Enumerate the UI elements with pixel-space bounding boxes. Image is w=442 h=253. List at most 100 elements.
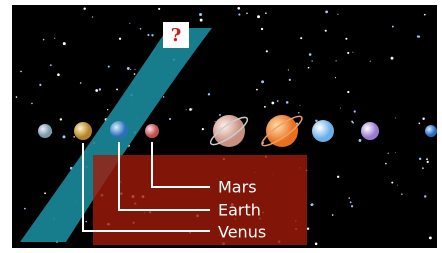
- star: [332, 214, 334, 216]
- star: [202, 128, 204, 130]
- star: [50, 64, 52, 66]
- star: [246, 12, 248, 14]
- star: [129, 23, 130, 24]
- star: [199, 13, 202, 16]
- star: [325, 11, 328, 14]
- jupiter: [213, 115, 245, 147]
- star: [151, 34, 153, 36]
- star: [340, 108, 341, 109]
- star: [99, 88, 101, 90]
- pluto: [425, 125, 437, 137]
- star: [134, 73, 136, 75]
- star: [158, 8, 160, 10]
- star: [208, 93, 210, 95]
- star: [57, 73, 60, 76]
- star: [351, 205, 353, 207]
- star: [288, 69, 289, 70]
- star: [215, 121, 216, 122]
- star: [325, 30, 327, 32]
- star: [419, 158, 421, 160]
- star: [16, 96, 18, 98]
- star: [257, 15, 260, 18]
- star: [116, 88, 118, 90]
- star: [271, 102, 274, 105]
- star: [336, 60, 337, 61]
- star: [311, 60, 312, 61]
- star: [63, 42, 66, 45]
- star: [391, 182, 393, 184]
- neptune: [361, 122, 379, 140]
- star: [119, 38, 121, 40]
- star: [256, 89, 258, 91]
- star: [189, 108, 192, 111]
- star: [427, 161, 429, 163]
- star: [397, 185, 398, 186]
- star: [264, 106, 266, 108]
- mars: [145, 124, 159, 138]
- star: [424, 195, 426, 197]
- label: Mars: [218, 178, 257, 197]
- star: [127, 67, 130, 70]
- star: [354, 110, 356, 112]
- star: [163, 96, 164, 97]
- star: [422, 167, 424, 169]
- star: [352, 122, 354, 124]
- star: [92, 16, 93, 17]
- star: [277, 100, 279, 102]
- star: [83, 7, 85, 9]
- mercury: [38, 124, 52, 138]
- star: [370, 61, 371, 62]
- star: [192, 109, 193, 110]
- star: [54, 38, 55, 39]
- star: [352, 52, 353, 53]
- star: [130, 69, 131, 70]
- star: [261, 80, 264, 83]
- page: Mars Earth Venus ? (() => { const data =…: [0, 0, 442, 253]
- star: [73, 136, 74, 137]
- star: [337, 176, 339, 178]
- star: [392, 26, 394, 28]
- star: [429, 236, 432, 239]
- star: [20, 71, 21, 72]
- star: [307, 227, 309, 229]
- star: [391, 57, 394, 60]
- star: [401, 193, 403, 195]
- star: [147, 34, 149, 36]
- venus: [74, 122, 92, 140]
- star: [349, 197, 350, 198]
- star: [60, 118, 62, 120]
- saturn: [266, 115, 298, 147]
- star: [309, 53, 312, 56]
- star: [422, 118, 424, 120]
- star: [388, 153, 389, 154]
- star: [395, 152, 396, 153]
- star: [107, 109, 108, 110]
- star: [266, 50, 268, 52]
- star: [186, 109, 187, 110]
- star: [308, 67, 310, 69]
- star: [337, 14, 338, 15]
- star: [347, 52, 349, 54]
- star: [417, 35, 419, 37]
- star: [135, 69, 136, 70]
- star: [43, 39, 45, 41]
- star: [426, 158, 428, 160]
- star: [24, 208, 26, 210]
- star: [299, 105, 300, 106]
- star: [95, 89, 98, 92]
- star: [200, 19, 203, 22]
- star: [169, 118, 171, 120]
- star: [395, 118, 396, 119]
- star: [385, 163, 387, 165]
- star: [335, 77, 336, 78]
- star: [39, 84, 41, 86]
- question-mark: ?: [171, 25, 182, 46]
- star: [108, 66, 110, 68]
- star: [347, 91, 349, 93]
- star: [238, 14, 240, 16]
- star: [265, 12, 267, 14]
- scene: Mars Earth Venus ?: [0, 0, 442, 253]
- label: Venus: [218, 223, 266, 242]
- star: [298, 112, 300, 114]
- star: [350, 201, 352, 203]
